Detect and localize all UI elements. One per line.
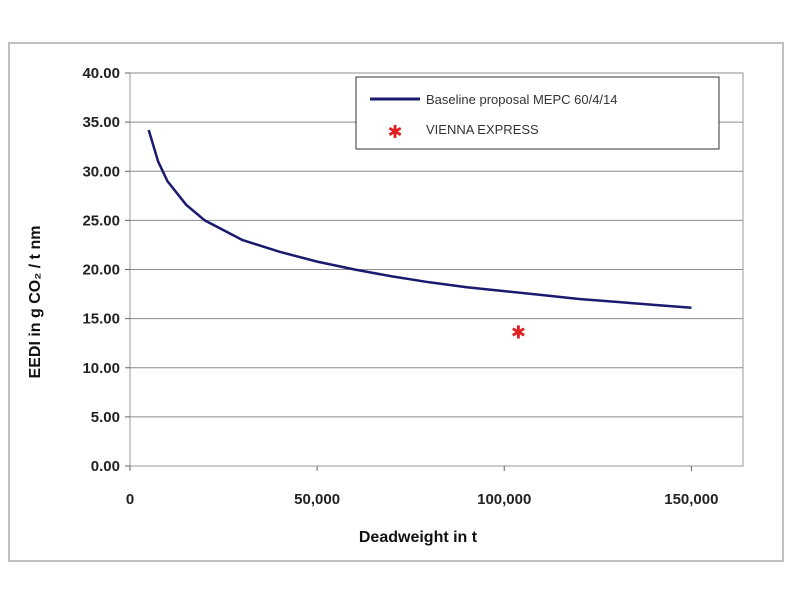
y-tick-label: 5.00 bbox=[91, 409, 120, 426]
x-axis-title: Deadweight in t bbox=[359, 529, 478, 546]
chart-frame: 0.00 5.00 10.00 15.00 20.00 25.00 30.00 35.00 40… bbox=[8, 42, 784, 562]
y-tick-label: 0.00 bbox=[91, 458, 120, 475]
y-tick-label: 40.00 bbox=[82, 65, 120, 82]
x-tick-label: 50,000 bbox=[294, 491, 340, 508]
x-tick-label: 0 bbox=[126, 491, 134, 508]
series-layer: ✱ bbox=[147, 129, 692, 343]
legend-box bbox=[355, 76, 720, 150]
y-tick-label: 25.00 bbox=[82, 212, 120, 229]
x-tick-labels: 0 50,000 100,000 150,000 bbox=[126, 466, 718, 508]
x-tick-label: 150,000 bbox=[664, 491, 718, 508]
chart: 0.00 5.00 10.00 15.00 20.00 25.00 30.00 35.00 40… bbox=[27, 65, 744, 546]
legend-marker-vienna: ✱ bbox=[387, 122, 402, 143]
legend: Baseline proposal MEPC 60/4/14 ✱ VIENNA … bbox=[355, 76, 720, 150]
y-tick-label: 20.00 bbox=[82, 262, 120, 279]
y-tick-label: 35.00 bbox=[82, 114, 120, 131]
y-tick-labels: 0.00 5.00 10.00 15.00 20.00 25.00 30.00 35.00 40… bbox=[82, 65, 120, 475]
y-tick-label: 10.00 bbox=[82, 360, 120, 377]
x-tick-label: 100,000 bbox=[477, 491, 531, 508]
y-axis-title: EEDI in g CO₂ / t nm bbox=[27, 226, 44, 379]
y-tick-label: 30.00 bbox=[82, 163, 120, 180]
legend-label-baseline: Baseline proposal MEPC 60/4/14 bbox=[426, 92, 618, 107]
legend-label-vienna: VIENNA EXPRESS bbox=[426, 122, 539, 137]
series-line-baseline bbox=[147, 129, 692, 310]
data-point-vienna-express: ✱ bbox=[511, 322, 526, 343]
y-tick-label: 15.00 bbox=[82, 311, 120, 328]
